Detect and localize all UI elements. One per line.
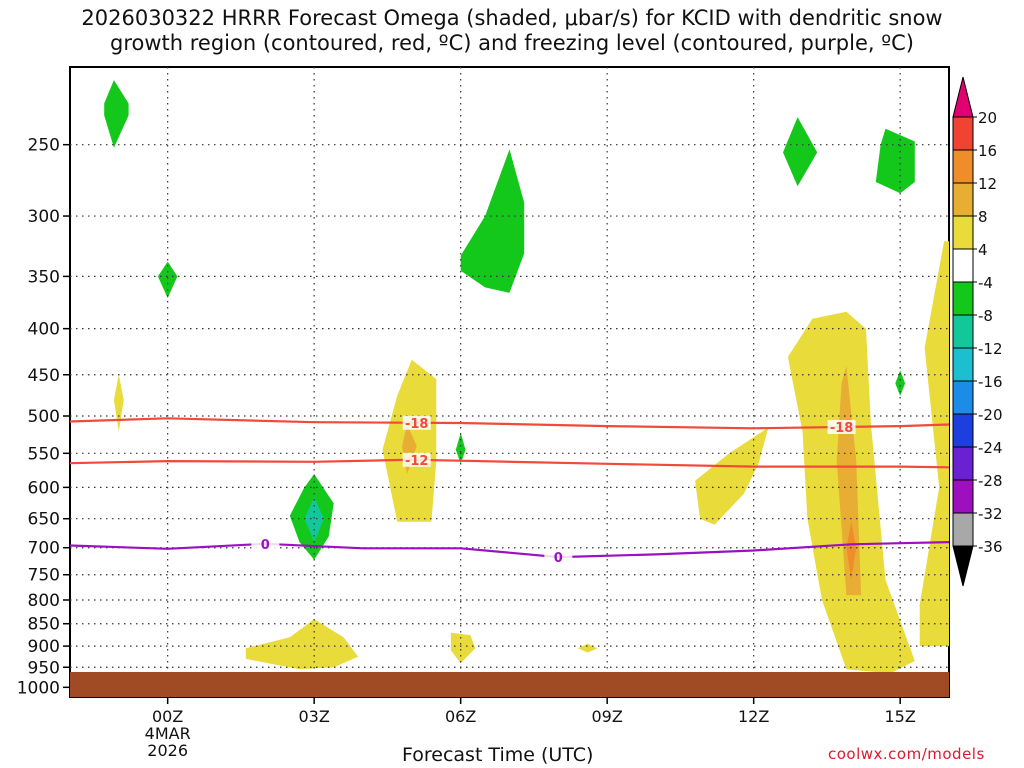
colorbar-label-3: 8 bbox=[978, 208, 988, 226]
colorbar-label-11: -28 bbox=[978, 472, 1003, 490]
freezing_level-label-bg-1 bbox=[544, 550, 573, 565]
dgz_top-label-bg-0 bbox=[402, 415, 431, 430]
colorbar-band-m36_m32 bbox=[952, 512, 974, 547]
omega-region-6 bbox=[875, 128, 915, 194]
omega-region-9 bbox=[113, 374, 124, 432]
y-tick-label-800: 800 bbox=[28, 591, 60, 611]
colorbar-band-m24_m20 bbox=[952, 413, 974, 448]
colorbar-band-m20_m16 bbox=[952, 380, 974, 415]
x-tick-label-15Z: 15Z bbox=[885, 707, 916, 726]
colorbar-label-4: 4 bbox=[978, 241, 988, 259]
omega-region-0 bbox=[104, 80, 129, 148]
colorbar-band-m12_m8 bbox=[952, 314, 974, 349]
colorbar-label-5: -4 bbox=[978, 274, 993, 292]
x-date-label-1: 2026 bbox=[147, 741, 188, 760]
freezing_level-label-1: 0 bbox=[554, 551, 563, 566]
dgz_top-label-0: -18 bbox=[405, 417, 429, 432]
colorbar-band-8_12 bbox=[952, 182, 974, 217]
omega-region-1 bbox=[157, 261, 178, 299]
y-tick-label-600: 600 bbox=[28, 478, 60, 498]
y-tick-label-500: 500 bbox=[28, 407, 60, 427]
colorbar-label-9: -20 bbox=[978, 406, 1003, 424]
y-tick-label-450: 450 bbox=[28, 366, 60, 386]
colorbar-band-12_16 bbox=[952, 149, 974, 184]
omega-region-8 bbox=[304, 497, 324, 543]
colorbar-label-2: 12 bbox=[978, 175, 997, 193]
x-tick-label-00Z: 00Z bbox=[152, 707, 183, 726]
ground-surface bbox=[70, 672, 949, 697]
y-tick-label-850: 850 bbox=[28, 615, 60, 635]
chart-title-line2: growth region (contoured, red, ºC) and f… bbox=[110, 31, 914, 55]
colorbar-label-8: -16 bbox=[978, 373, 1003, 391]
colorbar-bottom-arrow bbox=[952, 545, 974, 587]
x-tick-label-06Z: 06Z bbox=[445, 707, 476, 726]
colorbar-band-m16_m12 bbox=[952, 347, 974, 382]
chart-title-line1: 2026030322 HRRR Forecast Omega (shaded, … bbox=[81, 6, 943, 30]
dgz_bottom-line bbox=[69, 458, 950, 469]
colorbar-label-6: -8 bbox=[978, 307, 993, 325]
y-tick-label-900: 900 bbox=[28, 637, 60, 657]
source-credit: coolwx.com/models bbox=[828, 745, 985, 763]
y-axis: 2503003504004505005506006507007508008509… bbox=[17, 136, 70, 698]
omega-region-19 bbox=[846, 521, 857, 580]
freezing_level-line bbox=[69, 541, 950, 559]
colorbar-label-1: 16 bbox=[978, 142, 997, 160]
dgz_top-line bbox=[69, 417, 950, 430]
y-tick-label-250: 250 bbox=[28, 136, 60, 156]
y-tick-label-650: 650 bbox=[28, 510, 60, 530]
colorbar-band-16_20 bbox=[952, 116, 974, 151]
omega-region-4 bbox=[455, 432, 466, 464]
colorbar: 20 16 12 8 4 -4 -8 -12 -16 -20 -24 -28 -32 -36 bbox=[952, 76, 1003, 587]
dgz_top-label-1: -18 bbox=[830, 421, 854, 436]
dgz_top-label-bg-1 bbox=[827, 419, 856, 434]
omega-region-5 bbox=[783, 117, 818, 187]
colorbar-label-10: -24 bbox=[978, 439, 1003, 457]
omega-region-14 bbox=[695, 427, 769, 525]
y-tick-label-700: 700 bbox=[28, 539, 60, 559]
colorbar-band-m4_4 bbox=[952, 248, 974, 283]
colorbar-label-0: 20 bbox=[978, 109, 997, 127]
omega-region-2 bbox=[460, 149, 525, 293]
omega-region-12 bbox=[450, 632, 476, 664]
chart-title: 2026030322 HRRR Forecast Omega (shaded, … bbox=[0, 6, 1024, 56]
colorbar-label-12: -32 bbox=[978, 505, 1003, 523]
y-tick-label-300: 300 bbox=[28, 207, 60, 227]
x-date-label-0: 4MAR bbox=[145, 724, 191, 743]
x-tick-label-03Z: 03Z bbox=[299, 707, 330, 726]
omega-region-13 bbox=[577, 643, 598, 653]
omega-region-7 bbox=[895, 370, 906, 396]
colorbar-label-13: -36 bbox=[978, 538, 1003, 556]
freezing_level-label-bg-0 bbox=[251, 536, 280, 551]
colorbar-band-4_8 bbox=[952, 215, 974, 250]
colorbar-label-7: -12 bbox=[978, 340, 1003, 358]
x-tick-label-12Z: 12Z bbox=[738, 707, 769, 726]
omega-region-16 bbox=[919, 241, 949, 647]
colorbar-band-m8_m4 bbox=[952, 281, 974, 316]
dgz_bottom-label-bg-0 bbox=[402, 452, 431, 467]
y-tick-label-350: 350 bbox=[28, 267, 60, 287]
colorbar-band-m28_m24 bbox=[952, 446, 974, 481]
x-tick-label-09Z: 09Z bbox=[592, 707, 623, 726]
dgz_bottom-label-0: -12 bbox=[405, 454, 429, 469]
y-tick-label-1000: 1000 bbox=[17, 678, 60, 698]
y-tick-label-950: 950 bbox=[28, 658, 60, 678]
x-axis-label: Forecast Time (UTC) bbox=[402, 744, 594, 766]
plot-content bbox=[104, 80, 949, 674]
colorbar-top-arrow bbox=[952, 76, 974, 118]
y-tick-label-400: 400 bbox=[28, 320, 60, 340]
colorbar-band-m32_m28 bbox=[952, 479, 974, 514]
contour-lines: -18 -18 -12 0 0 bbox=[69, 415, 950, 566]
freezing_level-label-0: 0 bbox=[261, 538, 270, 553]
omega-region-11 bbox=[245, 619, 359, 670]
y-tick-label-750: 750 bbox=[28, 566, 60, 586]
y-tick-label-550: 550 bbox=[28, 444, 60, 464]
